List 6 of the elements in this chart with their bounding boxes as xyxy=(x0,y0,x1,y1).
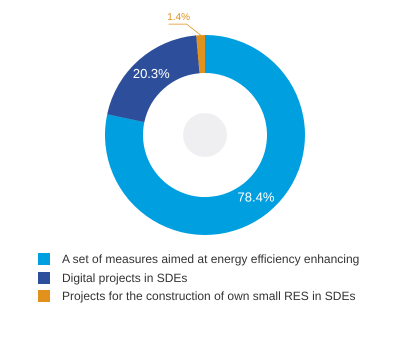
legend-label: Projects for the construction of own small RES in SDEs xyxy=(62,289,356,304)
legend-label: A set of measures aimed at energy efficiency enhancing xyxy=(62,252,360,266)
legend-label: Digital projects in SDEs xyxy=(62,270,188,285)
data-label: 78.4% xyxy=(238,190,275,205)
data-label: 1.4% xyxy=(167,12,190,23)
data-label: 20.3% xyxy=(132,66,170,81)
